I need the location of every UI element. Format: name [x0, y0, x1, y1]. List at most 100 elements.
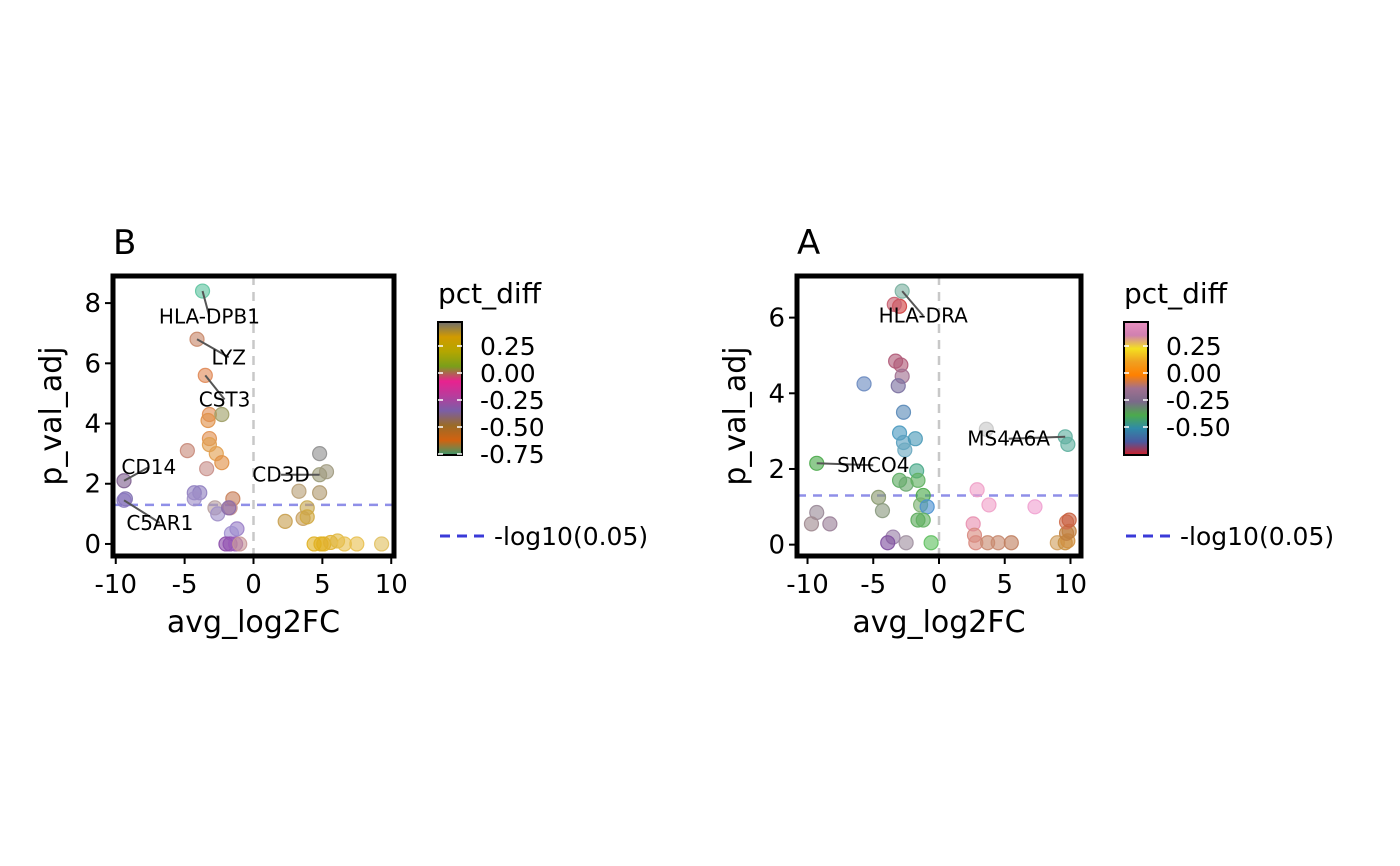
gene-label: C5AR1 [126, 511, 193, 535]
data-point [856, 376, 872, 392]
y-axis-title: p_val_adj [718, 346, 753, 485]
data-point [186, 491, 202, 507]
x-tick-label: -5 [860, 570, 886, 600]
y-tick-label: 6 [768, 304, 785, 334]
y-tick-label: 0 [84, 530, 101, 560]
data-point [915, 512, 931, 528]
gene-label-leader [201, 290, 211, 317]
chart-panel-b: B HLA-DPB1 LYZ CST3 CD14 C5AR1 CD3D -10 -5 0 5 10 0 2… [34, 223, 648, 640]
data-point [1003, 535, 1019, 551]
colorbar [1123, 321, 1149, 456]
data-point [890, 378, 906, 394]
data-point [312, 485, 328, 501]
data-point [291, 483, 307, 499]
data-point [179, 443, 195, 459]
x-tick-label: -10 [786, 570, 828, 600]
gene-label-leader [123, 466, 150, 482]
data-point [214, 455, 230, 471]
data-point [199, 461, 215, 477]
x-tick-label: 5 [996, 570, 1013, 600]
colorbar-label: -0.25 [480, 386, 545, 415]
data-point [880, 535, 896, 551]
x-tick-label: 5 [314, 570, 331, 600]
gene-label: MS4A6A [967, 427, 1050, 451]
data-point [1027, 499, 1043, 515]
x-tick-label: 0 [245, 570, 262, 600]
data-point [312, 446, 328, 462]
data-point [919, 499, 935, 515]
x-tick-label: 10 [1054, 570, 1087, 600]
threshold-legend-label: -log10(0.05) [494, 522, 648, 551]
data-point [874, 502, 891, 519]
colorbar [437, 321, 463, 456]
colorbar-label: 0.00 [480, 359, 536, 388]
gene-label-leader [123, 499, 161, 524]
data-point [200, 412, 216, 429]
data-point [990, 535, 1006, 551]
x-tick-label: -5 [172, 570, 198, 600]
gene-label: LYZ [212, 345, 246, 369]
colorbar-label: 0.25 [1166, 332, 1222, 361]
x-tick-label: 0 [931, 570, 948, 600]
data-point [374, 536, 390, 552]
data-point [910, 472, 926, 488]
gene-label-leader [196, 338, 230, 359]
x-axis-title: avg_log2FC [852, 605, 1025, 640]
data-point [978, 421, 994, 437]
data-point [981, 497, 997, 513]
gene-label: HLA-DPB1 [159, 305, 260, 329]
colorbar-label: -0.50 [1166, 413, 1231, 442]
x-tick-label: -10 [95, 570, 137, 600]
data-point [907, 431, 923, 447]
chart-panel-a: A HLA-DRA SMCO4 MS4A6A -10 -5 0 5 10 0 2 4 6 avg_log2… [718, 223, 1334, 640]
data-point [898, 535, 914, 551]
data-point [318, 464, 335, 480]
data-point [923, 535, 939, 551]
colorbar-label: -0.75 [480, 440, 545, 469]
data-point [1061, 512, 1077, 528]
gene-label: CD3D [252, 463, 310, 487]
y-tick-label: 8 [84, 289, 101, 319]
y-tick-label: 4 [84, 410, 101, 440]
y-tick-label: 4 [768, 379, 785, 409]
data-point [870, 489, 887, 505]
legend-title: pct_diff [438, 277, 542, 310]
gene-label-leader [1008, 435, 1066, 440]
x-tick-label: 10 [375, 570, 408, 600]
data-point [803, 516, 820, 532]
y-axis-title: p_val_adj [34, 346, 69, 485]
y-tick-label: 2 [768, 455, 785, 485]
data-point [232, 536, 248, 552]
gene-label: SMCO4 [837, 453, 909, 477]
data-point [299, 509, 315, 525]
y-tick-label: 6 [84, 349, 101, 379]
colorbar-label: -0.25 [1166, 386, 1231, 415]
threshold-legend-label: -log10(0.05) [1180, 522, 1334, 551]
gene-label-leader [816, 462, 874, 467]
gene-label: CST3 [199, 387, 251, 411]
data-point [214, 406, 230, 423]
data-point [221, 500, 237, 516]
panel-tag: A [797, 223, 820, 263]
colorbar-label: 0.00 [1166, 359, 1222, 388]
data-point [886, 296, 902, 312]
y-tick-label: 0 [768, 531, 785, 561]
data-point [822, 516, 838, 532]
x-axis-title: avg_log2FC [167, 605, 340, 640]
data-point [969, 482, 985, 498]
data-point [277, 513, 293, 529]
panel-tag: B [113, 223, 136, 263]
data-point [1060, 436, 1076, 452]
gene-label: CD14 [121, 455, 176, 479]
colorbar-label: 0.25 [480, 332, 536, 361]
gene-label-leader [901, 290, 924, 317]
data-point [349, 536, 365, 552]
colorbar-label: -0.50 [480, 413, 545, 442]
legend-title: pct_diff [1124, 277, 1228, 310]
gene-label: HLA-DRA [879, 304, 969, 328]
data-point [897, 442, 913, 458]
gene-label-leader [204, 374, 226, 401]
y-tick-label: 2 [84, 470, 101, 500]
data-point [895, 404, 912, 420]
